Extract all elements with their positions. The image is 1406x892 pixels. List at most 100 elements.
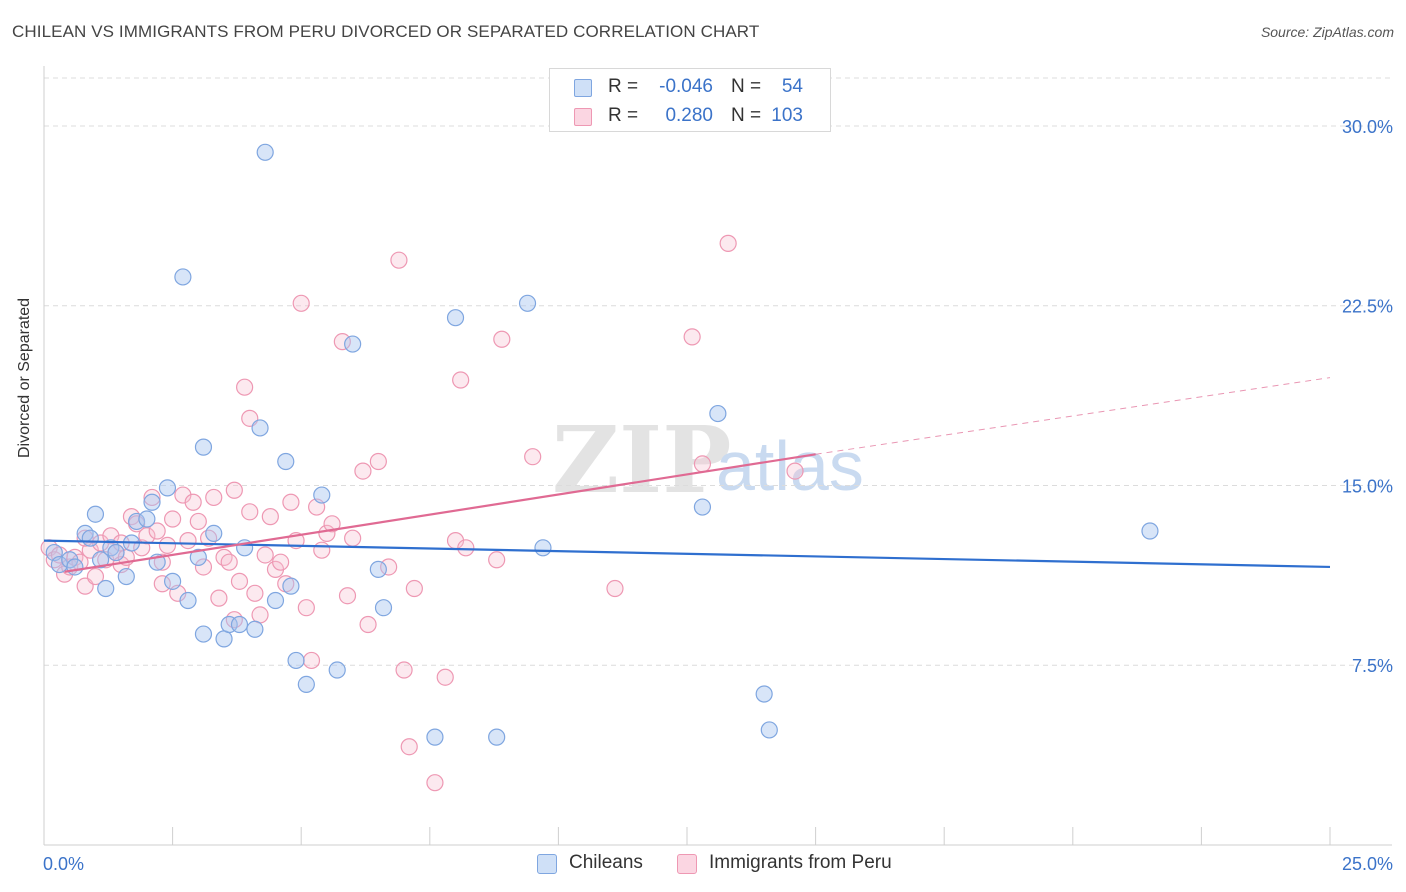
legend-r-label: R = — [608, 105, 639, 126]
peru-point — [400, 738, 418, 756]
peru-point — [436, 668, 454, 686]
chilean-point — [230, 615, 249, 634]
chilean-point — [107, 543, 125, 562]
chilean-point — [760, 721, 778, 739]
legend-n-label: N = — [731, 105, 762, 126]
peru-point — [606, 579, 624, 598]
chilean-point — [282, 577, 300, 595]
peru-point — [143, 488, 161, 507]
peru-point — [395, 661, 413, 679]
peru-point — [683, 328, 701, 346]
chilean-point — [102, 539, 120, 557]
y-tick-label: 7.5% — [1352, 656, 1393, 676]
chilean-point — [446, 309, 465, 327]
chilean-point — [328, 661, 346, 679]
chilean-point — [91, 551, 110, 569]
chilean-point — [117, 567, 135, 586]
peru-point — [261, 508, 279, 526]
peru-point — [148, 522, 166, 540]
chilean-point — [693, 498, 712, 516]
peru-point — [323, 515, 341, 533]
peru-point — [390, 251, 408, 269]
peru-point — [488, 551, 506, 569]
chilean-point — [189, 548, 207, 566]
peru-point — [786, 462, 804, 480]
peru-point — [210, 589, 228, 607]
peru-point — [524, 448, 542, 466]
y-tick-label: 22.5% — [1342, 297, 1393, 317]
peru-point — [184, 493, 202, 511]
chilean-point — [81, 529, 99, 547]
peru-point — [369, 452, 387, 471]
chilean-point — [66, 558, 84, 576]
peru-point — [246, 584, 264, 602]
peru-point — [282, 493, 300, 511]
bottom-legend-label: Chileans — [569, 852, 643, 873]
peru-point — [380, 558, 398, 576]
peru-point — [225, 481, 243, 499]
bottom-legend-swatch — [677, 854, 697, 874]
x-tick-label: 25.0% — [1342, 854, 1393, 874]
peru-trend-line — [64, 453, 816, 573]
chilean-point — [127, 512, 146, 531]
legend-swatch-chileans — [574, 79, 592, 97]
peru-point — [220, 553, 238, 571]
chilean-point — [287, 651, 305, 670]
peru-point — [194, 558, 213, 576]
chilean-point — [86, 505, 105, 523]
chileans-trend-line — [43, 539, 1331, 569]
peru-point — [302, 651, 321, 670]
peru-point — [225, 611, 243, 629]
chilean-point — [755, 685, 773, 703]
peru-point — [344, 529, 362, 547]
chilean-point — [369, 560, 387, 578]
peru-point — [153, 575, 171, 593]
chilean-point — [374, 599, 393, 617]
chilean-point — [709, 404, 727, 423]
y-tick-label: 30.0% — [1342, 117, 1393, 137]
bottom-legend-label: Immigrants from Peru — [709, 852, 892, 873]
peru-point — [215, 548, 233, 566]
peru-point — [272, 553, 290, 571]
peru-point — [457, 539, 475, 557]
peru-point — [200, 529, 218, 547]
chilean-point — [1141, 522, 1159, 540]
legend-n-value: 103 — [771, 105, 803, 126]
legend-n-value: 54 — [781, 76, 803, 97]
legend-row-peru: R = 0.280 N = 103 — [550, 101, 830, 131]
chilean-point — [518, 294, 537, 312]
peru-point — [164, 510, 182, 528]
chilean-point — [138, 510, 156, 528]
chart-title: CHILEAN VS IMMIGRANTS FROM PERU DIVORCED… — [12, 22, 760, 41]
legend-r-value: -0.046 — [659, 76, 713, 97]
chilean-point — [164, 572, 182, 590]
y-tick-label: 15.0% — [1342, 476, 1393, 496]
peru-point — [236, 378, 254, 396]
peru-point — [158, 536, 177, 554]
bottom-legend-peru: Immigrants from Peru — [677, 852, 937, 876]
chilean-point — [215, 630, 233, 648]
chilean-point — [246, 620, 264, 638]
peru-point — [297, 599, 315, 617]
legend-r-value: 0.280 — [665, 105, 713, 126]
peru-point — [354, 462, 372, 480]
chilean-point — [297, 675, 315, 694]
peru-point — [251, 606, 269, 624]
chilean-point — [426, 728, 444, 746]
chilean-point — [488, 728, 506, 746]
peru-point — [230, 572, 249, 590]
peru-point — [693, 455, 712, 473]
x-tick-label: 0.0% — [43, 854, 84, 874]
peru-point — [493, 330, 511, 348]
chilean-point — [256, 143, 274, 161]
peru-point — [292, 294, 310, 312]
chilean-point — [344, 335, 362, 353]
chilean-point — [97, 579, 115, 598]
chilean-point — [179, 591, 197, 610]
peru-point — [189, 512, 207, 531]
peru-point — [256, 546, 274, 564]
legend-swatch-peru — [574, 108, 592, 126]
chilean-point — [534, 539, 552, 557]
source-label: Source: ZipAtlas.com — [1260, 24, 1394, 40]
